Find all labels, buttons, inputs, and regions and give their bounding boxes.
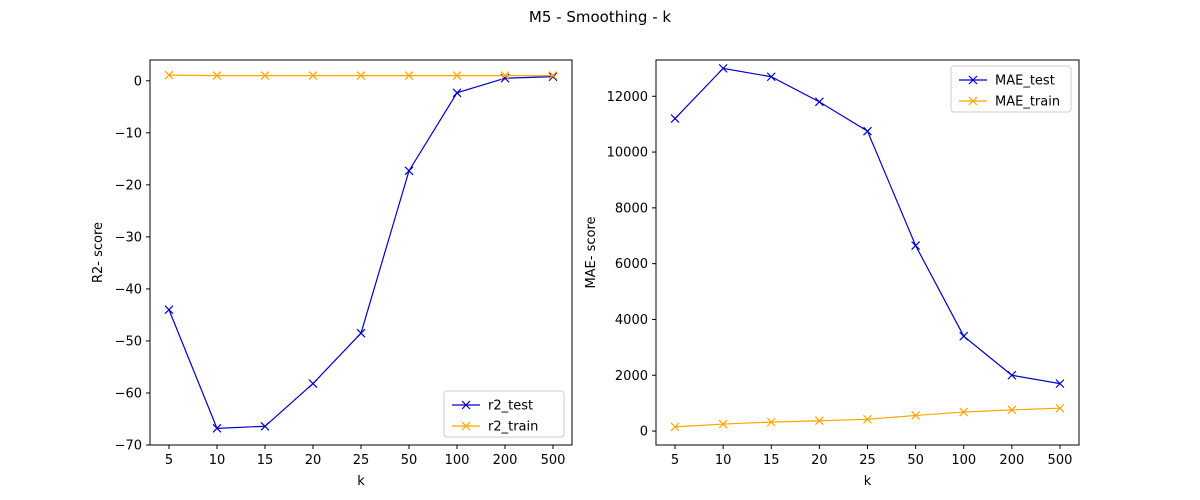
mae-score-subplot: 5 10 15 20 25 50 100 200 500 0 2000 4000 6000 8000 100… xyxy=(584,59,1080,489)
x-tick-label: 500 xyxy=(1048,453,1073,468)
y-tick-label: 10000 xyxy=(607,146,648,161)
series-line-r2_test xyxy=(168,76,554,429)
x-tick-label: 25 xyxy=(353,453,370,468)
x-tick-label: 15 xyxy=(257,453,274,468)
legend-label: r2_test xyxy=(488,399,533,414)
data-point-MAE_train xyxy=(1007,405,1017,415)
data-point-MAE_test xyxy=(766,72,776,82)
data-point-MAE_test xyxy=(911,241,921,250)
legend-item-r2_test: r2_test xyxy=(452,399,533,414)
data-point-MAE_test xyxy=(718,63,728,73)
data-point-MAE_test xyxy=(863,126,872,136)
x-tick-label: 50 xyxy=(907,453,924,468)
data-point-MAE_test xyxy=(959,331,969,341)
data-point-r2_test xyxy=(260,421,270,431)
x-tick-label: 50 xyxy=(401,453,418,468)
legend-item-r2_train: r2_train xyxy=(452,420,538,435)
y-tick-label: −40 xyxy=(115,282,142,297)
data-point-r2_train xyxy=(548,71,558,81)
data-point-r2_train xyxy=(260,71,270,81)
data-point-r2_train xyxy=(308,71,318,81)
data-point-MAE_test xyxy=(670,114,680,124)
x-tick-label: 20 xyxy=(811,453,828,468)
y-tick-label: 4000 xyxy=(615,313,648,328)
data-point-MAE_train xyxy=(1055,403,1065,413)
x-tick-label: 200 xyxy=(999,453,1024,468)
y-tick-label: −50 xyxy=(115,334,142,349)
data-point-MAE_test xyxy=(1007,370,1017,380)
data-point-r2_test xyxy=(356,328,366,338)
data-point-r2_test xyxy=(404,166,414,176)
series-line-MAE_train xyxy=(675,407,1060,428)
data-point-MAE_train xyxy=(766,417,776,427)
x-tick-label: 100 xyxy=(445,453,470,468)
x-tick-label: 25 xyxy=(859,453,876,468)
data-point-r2_train xyxy=(212,71,222,81)
data-point-MAE_train xyxy=(959,407,969,417)
data-point-r2_test xyxy=(212,423,222,433)
legend-label: r2_train xyxy=(488,420,538,435)
x-tick-label: 5 xyxy=(165,453,173,468)
x-tick-label: 20 xyxy=(305,453,322,468)
x-axis-label: k xyxy=(357,474,365,489)
data-point-MAE_train xyxy=(670,422,680,432)
legend-item-MAE_train: MAE_train xyxy=(959,95,1060,110)
data-point-r2_train xyxy=(404,71,414,81)
x-tick-label: 10 xyxy=(209,453,226,468)
x-tick-label: 100 xyxy=(951,453,976,468)
x-tick-label: 200 xyxy=(493,453,518,468)
y-tick-label: 8000 xyxy=(615,201,648,216)
data-point-r2_test xyxy=(548,72,558,82)
series-line-MAE_test xyxy=(674,67,1061,385)
plot-frame xyxy=(655,59,1080,446)
y-tick-label: 0 xyxy=(134,74,142,89)
r2-score-subplot: 5 10 15 20 25 50 100 200 500 0 −10 −20 −30 −40 −50 −60 −… xyxy=(91,59,573,489)
data-point-r2_train xyxy=(452,71,462,81)
data-point-r2_test xyxy=(308,379,318,389)
legend-label: MAE_test xyxy=(995,74,1055,89)
x-tick-label: 500 xyxy=(541,453,566,468)
data-point-MAE_test xyxy=(814,97,824,107)
y-tick-label: 0 xyxy=(640,425,648,440)
legend-item-MAE_test: MAE_test xyxy=(959,74,1055,89)
y-tick-label: −20 xyxy=(115,178,142,193)
data-point-r2_train xyxy=(356,71,366,81)
figure-suptitle: M5 - Smoothing - k xyxy=(529,8,671,26)
data-point-MAE_test xyxy=(1055,379,1065,389)
y-tick-label: −10 xyxy=(115,126,142,141)
data-point-r2_train xyxy=(500,71,510,81)
legend: MAE_test MAE_train xyxy=(950,65,1072,113)
x-tick-label: 10 xyxy=(715,453,732,468)
y-axis-label: MAE- score xyxy=(584,216,599,288)
y-tick-label: −60 xyxy=(115,386,142,401)
y-tick-label: −70 xyxy=(115,439,142,454)
data-point-MAE_train xyxy=(718,419,728,429)
legend-label: MAE_train xyxy=(995,95,1060,110)
x-tick-label: 5 xyxy=(671,453,679,468)
data-point-MAE_train xyxy=(863,414,872,424)
y-tick-label: 2000 xyxy=(615,369,648,384)
data-point-r2_test xyxy=(164,305,174,315)
y-axis-label: R2- score xyxy=(91,222,106,283)
data-point-r2_train xyxy=(164,70,174,80)
y-tick-label: −30 xyxy=(115,230,142,245)
data-point-MAE_train xyxy=(911,411,921,420)
data-point-MAE_train xyxy=(814,416,824,426)
x-axis-label: k xyxy=(864,474,872,489)
data-point-r2_test xyxy=(452,88,462,98)
x-tick-label: 15 xyxy=(763,453,780,468)
legend: r2_test r2_train xyxy=(443,390,565,438)
y-tick-label: 12000 xyxy=(607,90,648,105)
plot-frame xyxy=(149,59,573,446)
y-tick-label: 6000 xyxy=(615,257,648,272)
